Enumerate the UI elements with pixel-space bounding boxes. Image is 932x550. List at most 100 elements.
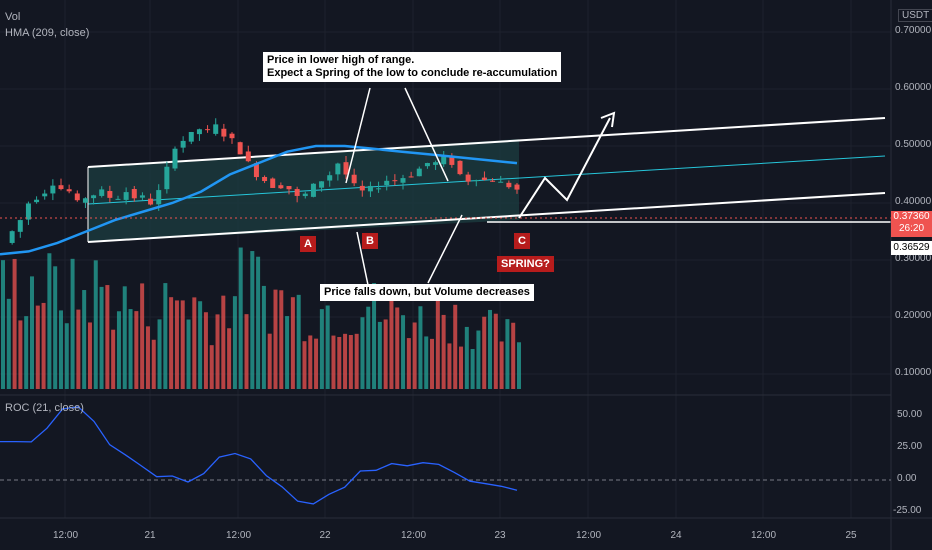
volume-bar — [435, 294, 440, 389]
projection-arrow — [518, 117, 611, 219]
hma-legend: HMA (209, close) — [5, 27, 90, 39]
volume-bar — [441, 314, 446, 389]
spring-tag: SPRING? — [497, 256, 554, 272]
time-tick-label: 23 — [494, 530, 506, 541]
volume-bar — [261, 285, 266, 389]
volume-bar — [511, 322, 516, 389]
volume-bar — [169, 297, 174, 389]
volume-bar — [377, 321, 382, 389]
volume-bar — [383, 319, 388, 389]
volume-bar — [12, 258, 17, 389]
volume-bar — [93, 260, 98, 389]
volume-bars — [1, 247, 521, 389]
candle-body — [351, 174, 357, 184]
candle-body — [465, 174, 471, 182]
volume-bar — [64, 323, 69, 389]
volume-bar — [1, 260, 5, 389]
candle-body — [433, 162, 439, 165]
currency-label[interactable]: USDT — [898, 9, 932, 22]
price-tick-label: 0.30000 — [895, 253, 932, 264]
volume-bar — [488, 309, 493, 389]
volume-bar — [87, 322, 92, 389]
candle-body — [58, 185, 64, 190]
candle-body — [180, 140, 186, 148]
volume-bar — [296, 294, 301, 389]
volume-bar — [337, 336, 342, 389]
volume-bar — [99, 286, 104, 389]
time-tick-label: 21 — [144, 530, 156, 541]
roc-line — [0, 406, 518, 505]
volume-bar — [227, 328, 232, 389]
volume-bar — [232, 296, 237, 389]
time-tick-label: 24 — [670, 530, 682, 541]
roc-tick-label: 50.00 — [897, 409, 923, 420]
volume-bar — [203, 312, 208, 389]
candle-body — [286, 186, 292, 190]
candle-body — [9, 231, 15, 243]
candle-body — [514, 184, 520, 190]
candle-body — [490, 180, 496, 182]
volume-bar — [290, 297, 295, 389]
volume-bar — [151, 339, 156, 389]
volume-bar — [145, 326, 150, 389]
candle-body — [148, 198, 154, 205]
time-tick-label: 22 — [319, 530, 331, 541]
price-tick-label: 0.20000 — [895, 310, 932, 321]
volume-bar — [279, 290, 284, 389]
candle-body — [99, 189, 105, 196]
candle-body — [359, 185, 365, 191]
volume-bar — [459, 346, 464, 389]
candle-body — [294, 189, 300, 196]
volume-bar — [389, 299, 394, 389]
candle-body — [25, 203, 31, 220]
candle-body — [392, 180, 398, 182]
candle-body — [74, 193, 80, 201]
candle-body — [343, 162, 349, 175]
volume-bar — [505, 319, 510, 389]
candle-body — [245, 151, 251, 162]
candle-body — [408, 176, 414, 178]
level-price-box: 0.36529 — [891, 241, 932, 255]
volume-bar — [209, 345, 214, 389]
candle-body — [172, 148, 178, 169]
candle-body — [270, 178, 276, 188]
volume-bar — [412, 322, 417, 389]
time-tick-label: 12:00 — [751, 530, 777, 541]
volume-bar — [360, 317, 365, 389]
candle-body — [384, 180, 390, 186]
volume-bar — [105, 285, 110, 389]
volume-bar — [82, 290, 87, 389]
candle-body — [205, 129, 211, 131]
candle-body — [424, 163, 430, 167]
volume-bar — [29, 276, 34, 389]
candle-body — [164, 166, 170, 190]
volume-bar — [116, 311, 121, 389]
vol-legend: Vol — [5, 11, 21, 23]
time-tick-label: 12:00 — [576, 530, 602, 541]
volume-bar — [41, 302, 46, 389]
volume-bar — [47, 253, 52, 389]
candles — [9, 118, 520, 245]
roc-tick-label: 25.00 — [897, 441, 923, 452]
channel-midline — [87, 155, 886, 205]
candle-body — [262, 176, 268, 182]
callout-note-top: Price in lower high of range. Expect a S… — [263, 52, 562, 82]
candle-body — [319, 181, 325, 188]
volume-bar — [447, 343, 452, 389]
volume-bar — [163, 283, 168, 389]
volume-bar — [244, 314, 249, 389]
volume-bar — [418, 306, 423, 389]
candle-body — [42, 193, 48, 197]
volume-bar — [285, 316, 290, 389]
volume-bar — [464, 326, 469, 389]
volume-bar — [493, 313, 498, 389]
candle-body — [481, 177, 487, 180]
volume-bar — [6, 298, 11, 389]
candle-body — [449, 155, 455, 165]
volume-bar — [157, 319, 162, 389]
volume-bar — [256, 256, 261, 389]
volume-bar — [198, 301, 203, 389]
volume-bar — [192, 297, 197, 389]
volume-bar — [470, 349, 475, 389]
